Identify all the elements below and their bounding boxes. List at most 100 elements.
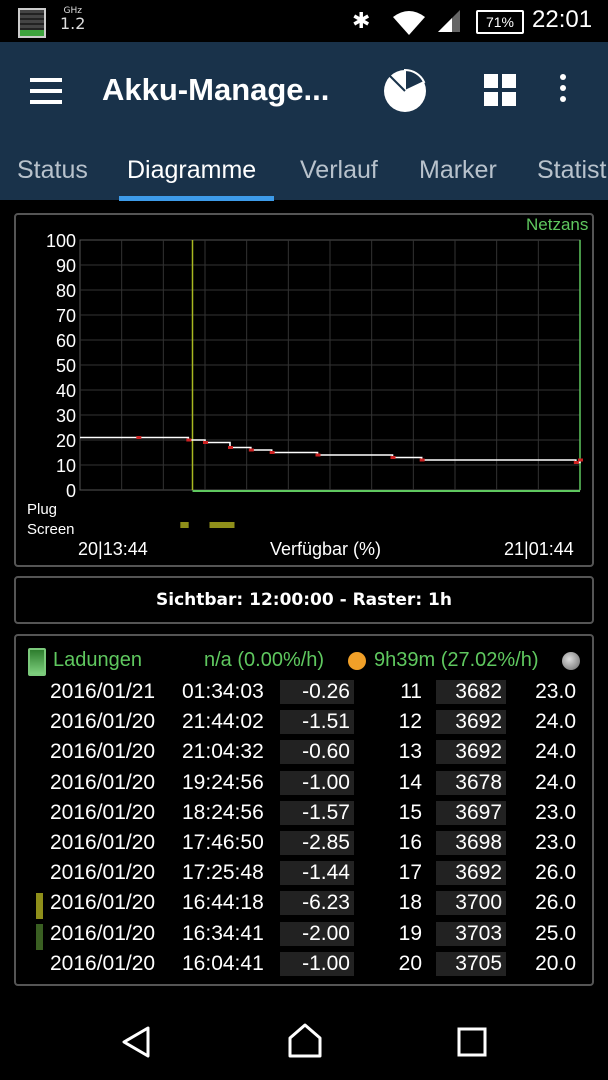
cell-date: 2016/01/20 xyxy=(50,951,156,975)
data-point xyxy=(248,448,254,452)
table-row[interactable]: 2016/01/20 16:04:41 -1.00 20 3705 20.0 xyxy=(16,951,592,982)
cell-voltage: 3698 xyxy=(436,831,506,855)
ladungen-label: Ladungen xyxy=(53,649,142,671)
cell-rate: -1.57 xyxy=(280,800,354,825)
cell-percent: 16 xyxy=(398,831,422,854)
data-point xyxy=(578,458,583,462)
pie-chart-icon[interactable] xyxy=(382,68,428,114)
app-title: Akku-Manage... xyxy=(102,72,330,107)
data-point xyxy=(269,451,275,454)
x-start-label: 20|13:44 xyxy=(78,539,148,559)
table-row[interactable]: 2016/01/20 18:24:56 -1.57 15 3697 23.0 xyxy=(16,800,592,831)
navigation-bar xyxy=(0,1000,608,1080)
home-icon[interactable] xyxy=(286,1022,324,1060)
cell-date: 2016/01/20 xyxy=(50,770,156,794)
battery-icon xyxy=(28,648,46,676)
cell-percent: 13 xyxy=(398,740,422,764)
table-row[interactable]: 2016/01/20 17:25:48 -1.44 17 3692 26.0 xyxy=(16,861,592,891)
table-row[interactable]: 2016/01/20 21:04:32 -0.60 13 3692 24.0 xyxy=(16,740,592,770)
cell-time: 01:34:03 xyxy=(182,680,264,703)
charge-rate: n/a (0.00%/h) xyxy=(204,649,325,671)
cell-time: 16:34:41 xyxy=(182,921,264,945)
y-tick-label: 10 xyxy=(56,456,76,476)
back-icon[interactable] xyxy=(118,1024,154,1060)
cell-percent: 12 xyxy=(398,710,422,734)
battery-status: 71% xyxy=(476,10,524,34)
y-tick-label: 80 xyxy=(56,281,76,301)
cell-time: 17:25:48 xyxy=(182,861,264,885)
table-row[interactable]: 2016/01/20 21:44:02 -1.51 12 3692 24.0 xyxy=(16,710,592,740)
cell-rate: -1.00 xyxy=(280,951,354,976)
more-vert-icon[interactable] xyxy=(560,74,568,107)
cell-time: 16:04:41 xyxy=(182,951,264,975)
data-point xyxy=(573,461,579,464)
cell-date: 2016/01/20 xyxy=(50,831,156,854)
cell-voltage: 3682 xyxy=(436,680,506,704)
visible-range-info[interactable]: Sichtbar: 12:00:00 - Raster: 1h xyxy=(14,576,594,624)
ghz-value: 1.2 xyxy=(60,14,86,33)
cell-rate: -2.85 xyxy=(280,831,354,855)
data-point xyxy=(419,458,425,462)
table-row[interactable]: 2016/01/21 01:34:03 -0.26 11 3682 23.0 xyxy=(16,680,592,710)
plug-label: Plug xyxy=(27,501,57,518)
ghz-label: GHz xyxy=(63,6,82,16)
cell-percent: 20 xyxy=(398,951,422,975)
cell-rate: -1.51 xyxy=(280,710,354,735)
tab-marker[interactable]: Marker xyxy=(419,156,497,184)
widgets-grid-icon[interactable] xyxy=(484,74,516,106)
data-point xyxy=(390,456,396,459)
battery-widget-icon xyxy=(18,8,46,38)
cell-date: 2016/01/20 xyxy=(50,921,156,945)
cell-rate: -1.44 xyxy=(280,861,354,886)
cell-percent: 11 xyxy=(400,680,422,703)
chart-panel[interactable]: 0 10 20 30 40 50 60 70 80 90 100 Netzans Plug Scre… xyxy=(14,213,594,567)
y-tick-label: 0 xyxy=(66,481,76,501)
hamburger-icon[interactable] xyxy=(30,78,64,104)
y-tick-label: 70 xyxy=(56,306,76,326)
x-axis-label: Verfügbar (%) xyxy=(270,539,381,559)
screen-on-segment xyxy=(180,522,189,528)
cell-temperature: 23.0 xyxy=(535,800,576,824)
cell-voltage: 3692 xyxy=(436,740,506,765)
table-row[interactable]: 2016/01/20 19:24:56 -1.00 14 3678 24.0 xyxy=(16,770,592,801)
table-row[interactable]: 2016/01/20 17:46:50 -2.85 16 3698 23.0 xyxy=(16,831,592,861)
tab-diagramme[interactable]: Diagramme xyxy=(127,156,257,184)
cell-signal-icon xyxy=(438,10,460,32)
cell-percent: 19 xyxy=(398,921,422,945)
y-tick-label: 60 xyxy=(56,331,76,351)
cell-temperature: 23.0 xyxy=(535,680,576,703)
cell-temperature: 20.0 xyxy=(535,951,576,975)
table-row[interactable]: 2016/01/20 16:34:41 -2.00 19 3703 25.0 xyxy=(16,921,592,952)
tab-bar: Status Diagramme Verlauf Marker Statist xyxy=(0,152,608,200)
chart-corner-label: Netzans xyxy=(526,215,588,234)
cell-voltage: 3703 xyxy=(436,921,506,946)
cell-time: 17:46:50 xyxy=(182,831,264,854)
clock: 22:01 xyxy=(532,6,593,33)
cell-time: 19:24:56 xyxy=(182,770,264,794)
data-point xyxy=(136,436,142,439)
tab-verlauf[interactable]: Verlauf xyxy=(300,156,378,184)
data-point xyxy=(203,441,208,444)
cell-rate: -0.60 xyxy=(280,740,354,765)
cell-voltage: 3692 xyxy=(436,861,506,886)
recents-icon[interactable] xyxy=(456,1026,488,1058)
screen-label: Screen xyxy=(27,521,75,538)
cell-percent: 18 xyxy=(398,891,422,915)
tab-status[interactable]: Status xyxy=(17,156,88,184)
cell-time: 18:24:56 xyxy=(182,800,264,824)
battery-chart[interactable]: 0 10 20 30 40 50 60 70 80 90 100 Netzans Plug Scre… xyxy=(16,215,592,565)
table-row[interactable]: 2016/01/20 16:44:18 -6.23 18 3700 26.0 xyxy=(16,891,592,921)
y-tick-label: 50 xyxy=(56,356,76,376)
cell-date: 2016/01/20 xyxy=(50,891,156,915)
cell-percent: 15 xyxy=(398,800,422,824)
app-bar xyxy=(0,42,608,200)
cell-date: 2016/01/20 xyxy=(50,710,156,734)
ladungen-header: Ladungen n/a (0.00%/h) 9h39m (27.02%/h) xyxy=(26,648,586,676)
tab-statistik[interactable]: Statist xyxy=(537,156,607,184)
cell-temperature: 26.0 xyxy=(535,861,576,885)
cell-rate: -2.00 xyxy=(280,921,354,946)
y-tick-label: 90 xyxy=(56,256,76,276)
cell-voltage: 3692 xyxy=(436,710,506,735)
cell-voltage: 3700 xyxy=(436,891,506,916)
cell-date: 2016/01/21 xyxy=(50,680,156,703)
